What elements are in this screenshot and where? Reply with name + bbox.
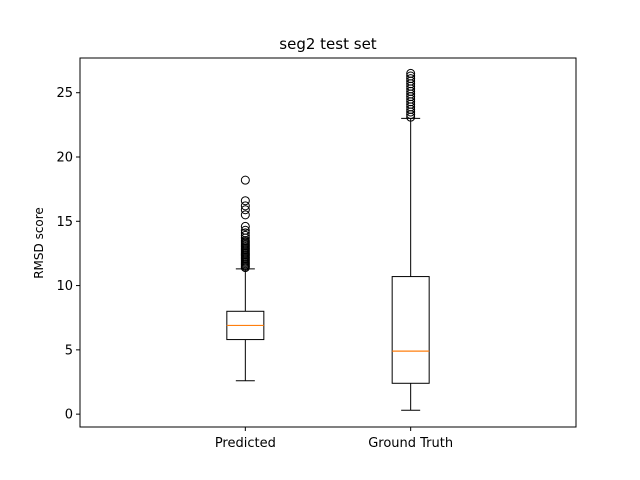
outlier-point <box>240 225 250 235</box>
y-axis-label: RMSD score <box>32 207 46 279</box>
box-predicted <box>226 175 265 382</box>
outlier-point <box>240 228 250 238</box>
outlier-point <box>240 230 250 240</box>
plot-area <box>79 57 577 428</box>
outlier-point <box>240 196 250 206</box>
iqr-box <box>391 276 430 384</box>
outlier-point <box>406 74 416 84</box>
x-axis: Predicted Ground Truth <box>215 427 453 451</box>
y-tick-label: 5 <box>65 343 73 358</box>
y-tick-label: 15 <box>56 215 73 230</box>
outlier-point <box>240 210 250 220</box>
y-tick-label: 20 <box>56 151 73 166</box>
y-tick-label: 25 <box>56 86 73 101</box>
x-tick-label: Predicted <box>215 436 276 451</box>
outlier-point <box>240 201 250 211</box>
boxes <box>226 68 430 411</box>
box-ground-truth <box>391 68 430 411</box>
y-axis: 0 5 10 15 20 25 <box>56 86 80 423</box>
outlier-point <box>406 68 416 78</box>
outlier-point <box>406 71 416 81</box>
y-tick-label: 10 <box>56 279 73 294</box>
outlier-point <box>240 205 250 215</box>
outlier-point <box>240 221 250 231</box>
x-tick-label: Ground Truth <box>368 436 453 451</box>
y-tick-label: 0 <box>65 408 73 423</box>
chart-title: seg2 test set <box>279 35 376 53</box>
outlier-point <box>240 175 250 185</box>
